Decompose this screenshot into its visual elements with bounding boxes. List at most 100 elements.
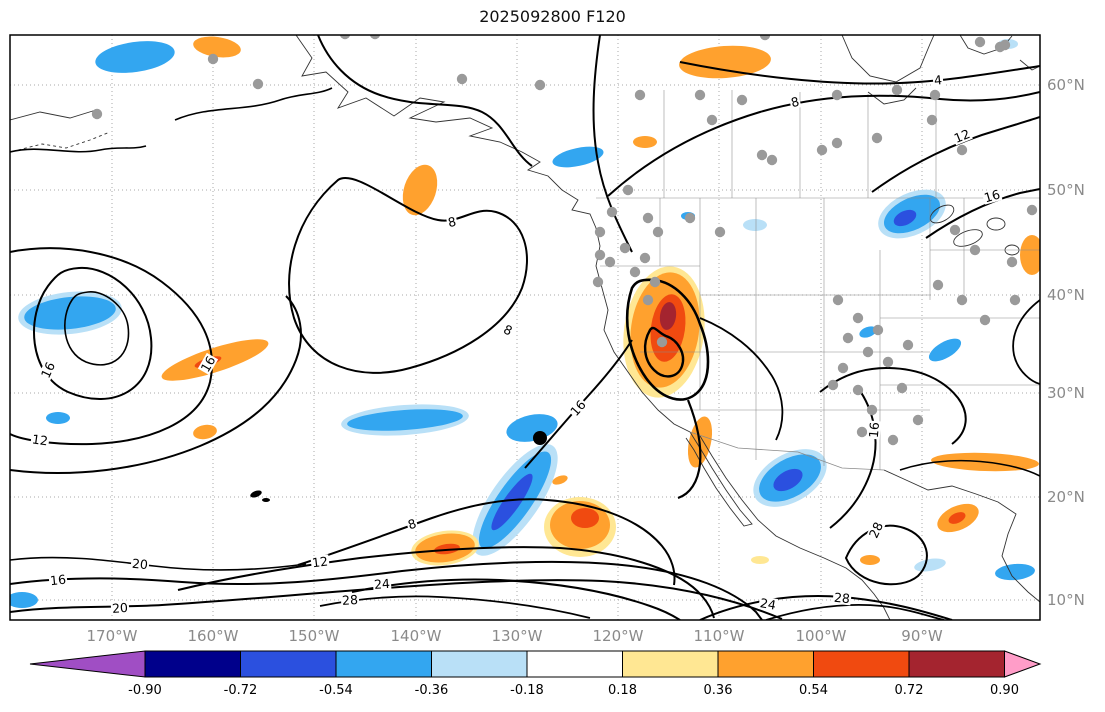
station-dot	[456, 73, 468, 85]
station-dot	[929, 89, 941, 101]
station-dot	[969, 244, 981, 256]
contour-label: 28	[340, 592, 360, 608]
coastlines	[10, 35, 1040, 620]
station-dot	[816, 144, 828, 156]
x-tick-label: 170°W	[86, 627, 138, 645]
station-dot	[592, 276, 604, 288]
x-tick-label: 110°W	[693, 627, 745, 645]
x-tick-label: 100°W	[795, 627, 847, 645]
station-dot	[852, 312, 864, 324]
station-dot	[629, 266, 641, 278]
station-dot	[1026, 204, 1038, 216]
anomaly-shading	[10, 36, 1040, 608]
contour-label: 28	[832, 589, 852, 607]
station-dot	[882, 356, 894, 368]
station-dot	[369, 35, 381, 40]
colorbar-tick-label: -0.72	[223, 683, 258, 698]
colorbar-segment	[813, 650, 910, 678]
colorbar-segment	[431, 650, 528, 678]
station-dot	[634, 89, 646, 101]
x-tick-label: 90°W	[901, 627, 943, 645]
y-tick-label: 40°N	[1047, 286, 1085, 304]
y-tick-label: 60°N	[1047, 76, 1085, 94]
station-dot	[649, 276, 661, 288]
station-dot	[872, 324, 884, 336]
contour-label: 12	[30, 431, 50, 449]
grid-lines	[10, 35, 1040, 620]
great-lake	[953, 229, 983, 247]
station-dot	[252, 78, 264, 90]
station-dot	[956, 294, 968, 306]
station-dot	[622, 184, 634, 196]
x-tick-label: 120°W	[592, 627, 644, 645]
colorbar-tick-label: 0.90	[990, 683, 1019, 698]
station-dot	[756, 149, 768, 161]
station-dots	[91, 35, 1038, 446]
station-dot	[694, 89, 706, 101]
colorbar-tick-label: 0.18	[608, 683, 637, 698]
contour-label: 24	[372, 575, 392, 592]
x-tick-label: 140°W	[390, 627, 442, 645]
contour-label: 20	[130, 555, 150, 573]
colorbar-segment	[240, 650, 337, 678]
station-dot	[932, 279, 944, 291]
colorbar-segment	[144, 650, 241, 678]
colorbar-tick-label: -0.18	[510, 683, 544, 698]
x-tick-label: 160°W	[187, 627, 239, 645]
y-tick-label: 50°N	[1047, 181, 1085, 199]
station-dot	[91, 108, 103, 120]
station-dot	[759, 35, 771, 41]
contour-label: 20	[110, 599, 130, 616]
station-dot	[604, 256, 616, 268]
colorbar-under-arrow	[29, 650, 146, 678]
station-dot	[902, 339, 914, 351]
station-dot	[339, 35, 351, 40]
station-dot	[891, 84, 903, 96]
station-dot	[706, 114, 718, 126]
station-dot	[656, 336, 668, 348]
colorbar-segment	[908, 650, 1005, 678]
station-dot	[684, 212, 696, 224]
station-dot	[887, 434, 899, 446]
contour-label: 4	[932, 72, 944, 88]
plot-border	[9, 34, 1041, 621]
station-dot	[766, 154, 778, 166]
y-tick-label: 20°N	[1047, 488, 1085, 506]
station-dot	[594, 249, 606, 261]
station-dot	[912, 414, 924, 426]
station-dot	[642, 212, 654, 224]
x-tick-label: 130°W	[491, 627, 543, 645]
great-lake	[986, 217, 1006, 231]
station-dot	[837, 362, 849, 374]
station-dot	[842, 332, 854, 344]
contour-lines	[10, 35, 1040, 620]
station-dot	[974, 36, 986, 48]
colorbar-segment	[717, 650, 814, 678]
station-dot	[594, 226, 606, 238]
station-dot	[926, 114, 938, 126]
station-dot	[831, 137, 843, 149]
station-dot	[979, 314, 991, 326]
station-dot	[619, 242, 631, 254]
station-dot	[956, 144, 968, 156]
station-dot	[896, 382, 908, 394]
station-dot	[862, 346, 874, 358]
station-dot	[827, 379, 839, 391]
great-lake	[929, 204, 955, 224]
station-dot	[639, 252, 651, 264]
colorbar-segment	[335, 650, 432, 678]
station-dot	[831, 89, 843, 101]
x-tick-label: 150°W	[288, 627, 340, 645]
y-tick-label: 10°N	[1047, 591, 1085, 609]
cyclone-marker	[533, 431, 547, 445]
hawaii-islands	[250, 490, 270, 502]
contour-label: 24	[758, 595, 778, 613]
station-dot	[1006, 256, 1018, 268]
contour-label: 16	[865, 420, 883, 440]
station-dot	[714, 226, 726, 238]
colorbar-tick-label: 0.36	[703, 683, 733, 698]
colorbar-segment	[526, 650, 623, 678]
station-dot	[949, 224, 961, 236]
